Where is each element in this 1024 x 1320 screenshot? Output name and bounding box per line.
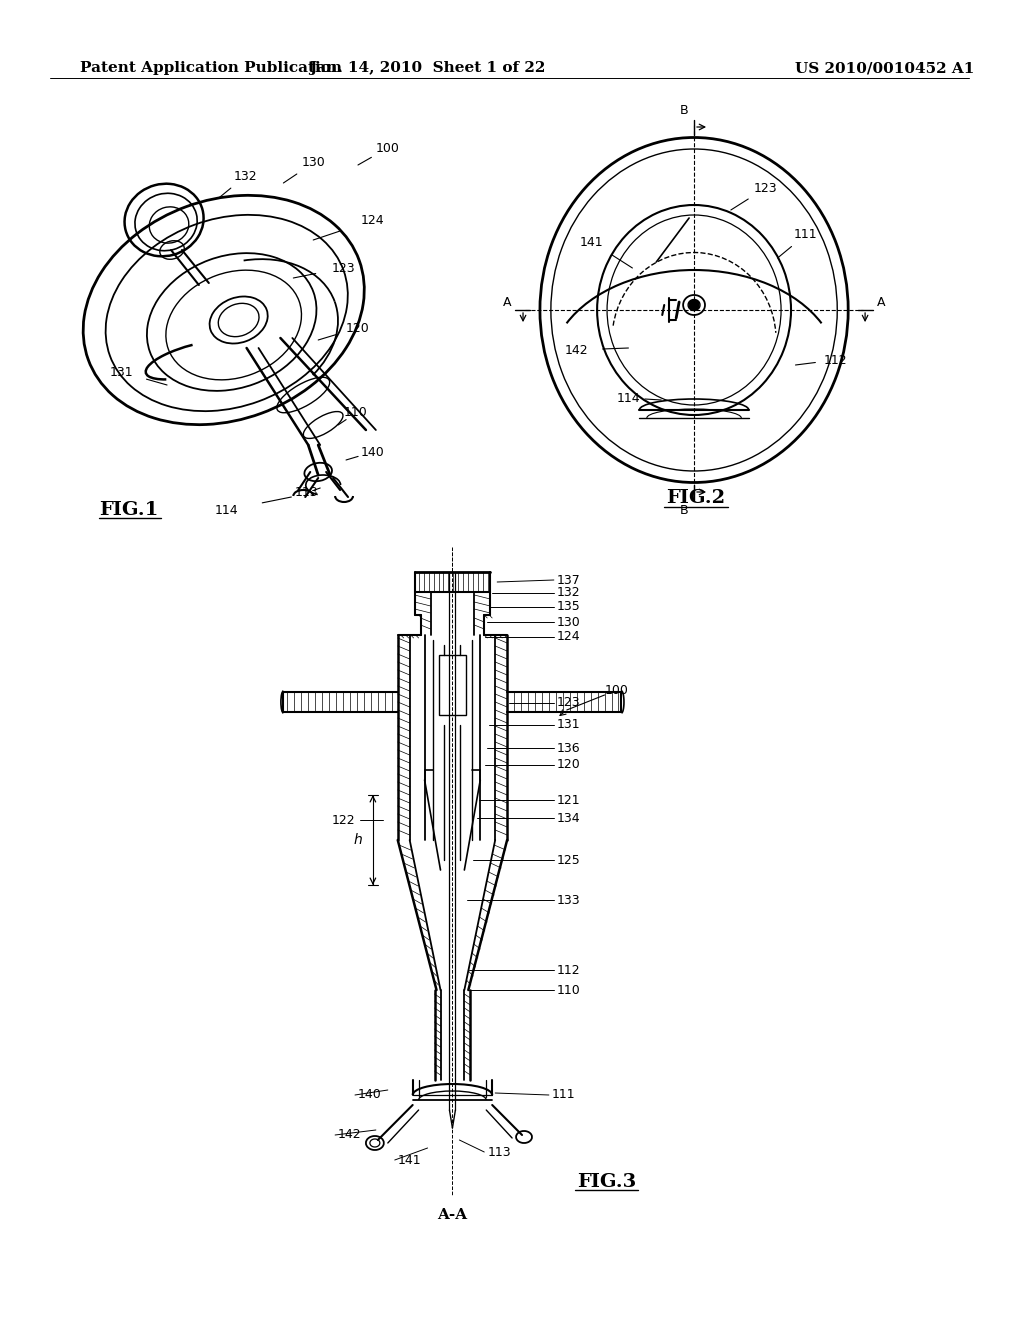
Text: 137: 137 [557, 573, 581, 586]
Text: FIG.1: FIG.1 [99, 502, 159, 519]
Text: 100: 100 [604, 684, 629, 697]
Bar [438, 655, 466, 715]
Text: A: A [503, 296, 511, 309]
Text: 136: 136 [557, 742, 581, 755]
Text: 131: 131 [110, 366, 133, 379]
Text: 111: 111 [794, 228, 817, 242]
Text: A-A: A-A [437, 1208, 468, 1222]
Text: h: h [353, 833, 362, 847]
Text: Patent Application Publication: Patent Application Publication [80, 61, 342, 75]
Text: 110: 110 [557, 983, 581, 997]
Text: B: B [680, 103, 688, 116]
Text: Jan. 14, 2010  Sheet 1 of 22: Jan. 14, 2010 Sheet 1 of 22 [309, 61, 546, 75]
Text: 110: 110 [344, 407, 368, 420]
Text: 122: 122 [331, 813, 355, 826]
Text: 120: 120 [557, 759, 581, 771]
Text: 132: 132 [557, 586, 581, 599]
Text: 121: 121 [557, 793, 581, 807]
Text: 140: 140 [358, 1089, 382, 1101]
Text: 113: 113 [487, 1146, 511, 1159]
Text: 134: 134 [557, 812, 581, 825]
Text: 130: 130 [557, 615, 581, 628]
Text: 125: 125 [557, 854, 581, 866]
Text: 141: 141 [580, 235, 603, 248]
Text: 132: 132 [233, 169, 257, 182]
Text: 114: 114 [616, 392, 640, 404]
Text: 140: 140 [361, 446, 385, 458]
Text: 141: 141 [397, 1154, 421, 1167]
Text: A: A [877, 296, 886, 309]
Text: 131: 131 [557, 718, 581, 731]
Text: 142: 142 [338, 1129, 361, 1142]
Text: 124: 124 [557, 631, 581, 644]
Text: 123: 123 [331, 261, 355, 275]
Text: 123: 123 [754, 181, 777, 194]
Text: 100: 100 [376, 141, 399, 154]
Text: 111: 111 [552, 1089, 575, 1101]
Text: 133: 133 [557, 894, 581, 907]
Text: 120: 120 [346, 322, 370, 334]
Text: 130: 130 [301, 157, 325, 169]
Text: 135: 135 [557, 601, 581, 614]
Circle shape [689, 300, 699, 310]
Text: FIG.3: FIG.3 [577, 1173, 636, 1191]
Text: 142: 142 [565, 343, 589, 356]
Text: FIG.2: FIG.2 [667, 488, 726, 507]
Text: 114: 114 [215, 503, 239, 516]
Text: 123: 123 [557, 697, 581, 710]
Text: 113: 113 [295, 487, 318, 499]
Text: 112: 112 [823, 354, 847, 367]
Text: 112: 112 [557, 964, 581, 977]
Text: B: B [680, 503, 688, 516]
Text: 124: 124 [361, 214, 385, 227]
Text: US 2010/0010452 A1: US 2010/0010452 A1 [796, 61, 975, 75]
